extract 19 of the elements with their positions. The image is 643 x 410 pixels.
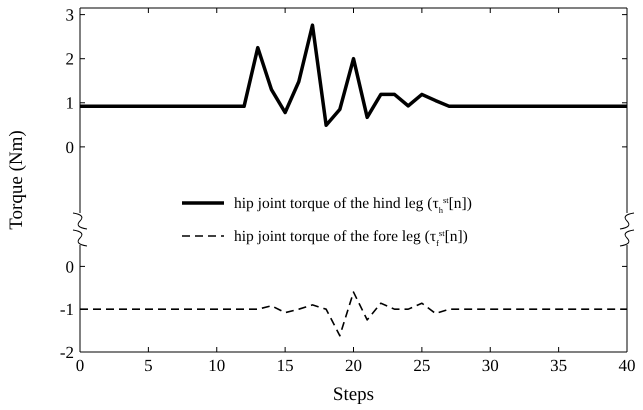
x-tick-label: 25 — [413, 356, 430, 375]
x-axis-title: Steps — [332, 384, 374, 405]
x-tick-label: 35 — [550, 356, 568, 375]
y-tick-label: 1 — [66, 94, 74, 113]
y-tick-label: 2 — [66, 50, 74, 69]
y-axis-title: Torque (Nm) — [6, 130, 27, 230]
y-tick-label: 3 — [66, 6, 74, 25]
x-tick-label: 15 — [276, 356, 294, 375]
legend-label: hip joint torque of the fore leg (τ$_{f}$$^{st}$[n]) — [234, 228, 468, 248]
x-tick-label: 30 — [482, 356, 499, 375]
x-tick-label: 10 — [208, 356, 226, 375]
x-tick-label: 20 — [345, 356, 362, 375]
y-tick-label: 0 — [66, 138, 74, 157]
legend-label: hip joint torque of the hind leg (τ$_{h}$$^{st}$[n]) — [234, 195, 472, 215]
y-tick-label: -2 — [60, 342, 74, 362]
y-tick-label: 0 — [66, 257, 74, 276]
x-tick-label: 40 — [618, 356, 636, 375]
x-tick-label: 5 — [144, 356, 153, 375]
y-tick-label: -1 — [60, 300, 74, 320]
